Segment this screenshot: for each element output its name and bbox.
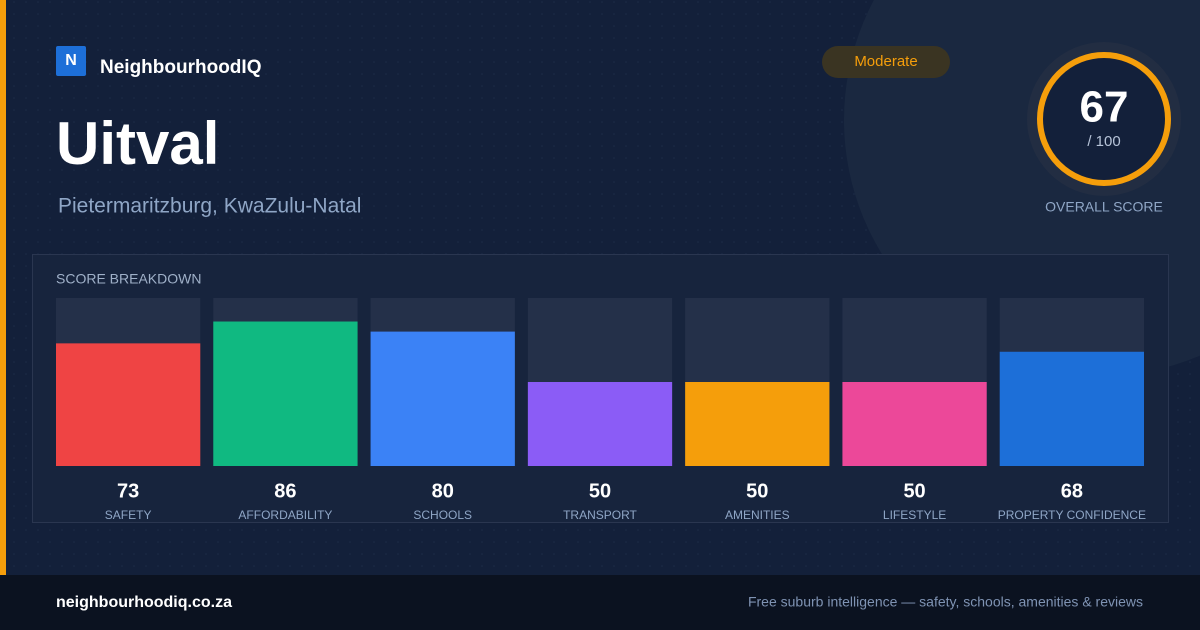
value-label: 86 [274,480,296,502]
accent-stripe [0,0,6,575]
badge [822,46,950,78]
footer-tagline: Free suburb intelligence — safety, schoo… [748,594,1143,610]
bar [370,331,515,466]
bar [999,351,1144,466]
bar [527,382,673,466]
brand: NeighbourhoodIQ [100,57,261,78]
bar [56,343,201,466]
category-label: AMENITIES [725,508,790,522]
value-label: 50 [746,480,768,502]
value-label: 80 [432,480,454,502]
title: Uitval [56,110,219,177]
subtitle: Pietermaritzburg, KwaZulu-Natal [58,195,361,218]
value-label: 68 [1061,480,1083,502]
score-label: OVERALL SCORE [1045,199,1163,215]
category-label: TRANSPORT [563,508,637,522]
footer-url: neighbourhoodiq.co.za [56,594,232,611]
category-label: LIFESTYLE [883,508,946,522]
score-value: 67 [1080,83,1129,132]
logo [56,46,86,76]
value-label: 50 [589,480,611,502]
score-out-of: / 100 [1087,133,1120,150]
score-ring [1037,52,1171,186]
category-label: PROPERTY CONFIDENCE [998,508,1146,522]
bar [213,321,358,466]
logo-letter: N [65,52,77,69]
bar [842,382,987,466]
footer [0,575,1200,630]
value-label: 73 [117,480,139,502]
category-label: SAFETY [105,508,152,522]
bar [685,382,830,466]
breakdown-title: SCORE BREAKDOWN [56,271,201,287]
category-label: AFFORDABILITY [238,508,332,522]
category-label: SCHOOLS [413,508,472,522]
badge-text: Moderate [854,53,917,70]
value-label: 50 [903,480,925,502]
